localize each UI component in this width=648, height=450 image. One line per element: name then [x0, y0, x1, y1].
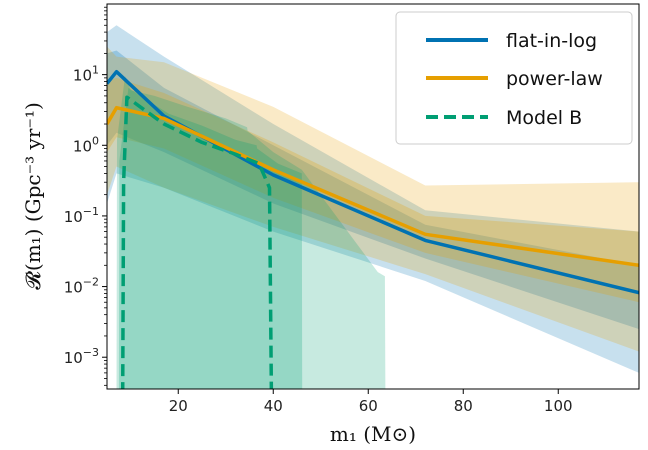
series-line-model-b — [120, 95, 274, 389]
y-axis-label: 𝓡(m₁) (Gpc⁻³ yr⁻¹) — [21, 102, 45, 290]
series-line-power-law — [107, 105, 639, 268]
legend-box — [395, 11, 633, 145]
y-axis-ticks: 101 100 10−1 10−2 10−3 — [64, 6, 107, 386]
legend-label-model-b: Model B — [506, 107, 582, 129]
y-tick-label: 10−1 — [64, 205, 99, 226]
y-tick-label: 10−2 — [64, 276, 99, 297]
x-axis-ticks: 20 40 60 80 100 — [169, 389, 573, 415]
legend-label-power-law: power-law — [506, 68, 603, 90]
x-tick-label: 40 — [264, 397, 283, 415]
x-tick-label: 100 — [544, 397, 573, 415]
band-outer-flat-in-log — [107, 25, 639, 373]
legend-label-flat-in-log: flat-in-log — [506, 30, 597, 52]
y-tick-label: 100 — [73, 134, 99, 155]
series-lines — [107, 69, 639, 389]
x-tick-label: 20 — [169, 397, 188, 415]
band-outer-power-law — [107, 46, 639, 352]
band-outer-model-b — [116, 76, 386, 389]
legend: flat-in-log power-law Model B — [395, 11, 633, 145]
x-tick-label: 80 — [454, 397, 473, 415]
plot-frame — [106, 3, 640, 390]
x-axis-label: m₁ (M⊙) — [330, 422, 416, 446]
y-tick-label: 10−3 — [64, 346, 99, 367]
x-tick-label: 60 — [359, 397, 378, 415]
y-tick-label: 101 — [73, 64, 99, 85]
